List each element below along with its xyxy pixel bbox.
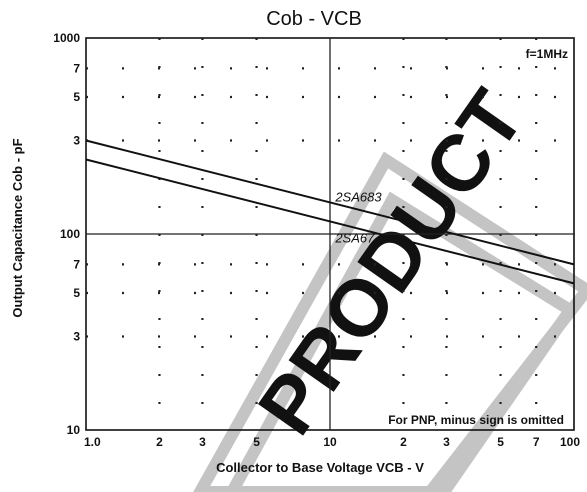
series-line-2sa683	[85, 139, 575, 266]
x-tick-label: 7	[533, 435, 540, 449]
x-tick-label: 1.0	[84, 435, 101, 449]
y-tick-label: 5	[73, 286, 80, 300]
x-tick-label: 2	[400, 435, 407, 449]
series-label: 2SA683	[334, 189, 382, 204]
y-axis-title: Output Capacitance Cob - pF	[10, 138, 25, 317]
y-tick-label: 5	[73, 90, 80, 104]
y-tick-label: 7	[73, 257, 80, 271]
y-tick-label: 3	[73, 329, 80, 343]
y-tick-label: 7	[73, 61, 80, 75]
condition-label: f=1MHz	[526, 47, 568, 61]
series-line-2sa677	[85, 158, 575, 285]
watermark-frame-outer	[193, 151, 587, 492]
y-tick-labels: 10 3 5 7 100 3 5 7 1000	[53, 31, 80, 437]
x-tick-label: 5	[253, 435, 260, 449]
x-tick-label: 3	[199, 435, 206, 449]
watermark-frame-inner	[225, 191, 579, 492]
pnp-note: For PNP, minus sign is omitted	[388, 413, 564, 427]
grid	[86, 38, 575, 430]
x-tick-label: 10	[323, 435, 337, 449]
x-axis-title: Collector to Base Voltage VCB - V	[216, 460, 424, 475]
y-tick-label: 3	[73, 133, 80, 147]
x-tick-label: 3	[443, 435, 450, 449]
chart-title: Cob - VCB	[266, 8, 362, 30]
y-tick-label: 10	[67, 423, 81, 437]
series-label: 2SA677	[334, 230, 382, 245]
series-lines: 2SA683 2SA677	[85, 139, 575, 285]
y-tick-label: 1000	[53, 31, 80, 45]
x-tick-label: 5	[497, 435, 504, 449]
x-tick-label: 100	[560, 435, 580, 449]
y-tick-label: 100	[60, 227, 80, 241]
x-tick-labels: 1.0 2 3 5 10 2 3 5 7 100	[84, 435, 580, 449]
x-tick-label: 2	[156, 435, 163, 449]
